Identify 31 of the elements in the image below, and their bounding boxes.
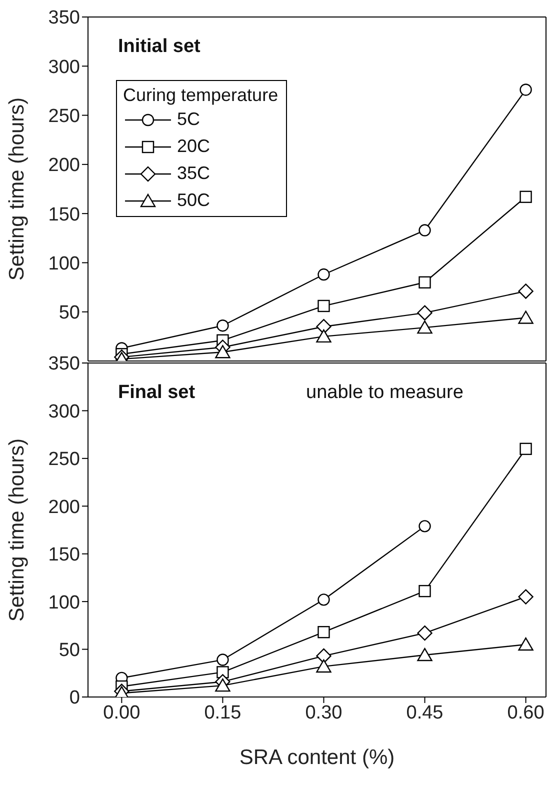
y-tick-label: 150: [48, 204, 80, 226]
legend-label: 5C: [177, 109, 200, 130]
x-axis-title: SRA content (%): [239, 746, 395, 769]
y-tick-label: 200: [48, 155, 80, 176]
x-tick-label: 0.45: [406, 702, 444, 724]
y-tick-label: 50: [58, 640, 80, 662]
y-tick-label: 200: [48, 496, 80, 518]
y-tick-label: 300: [48, 56, 80, 78]
y-tick-label: 150: [48, 544, 80, 566]
text: Final set: [118, 382, 196, 404]
legend-label: 50C: [177, 190, 210, 211]
x-tick-label: 0.15: [204, 702, 242, 724]
legend-label: 20C: [177, 136, 210, 157]
x-tick-label: 0.60: [507, 702, 544, 724]
legend-label: 35C: [177, 163, 210, 184]
x-tick-label: 0.00: [103, 702, 140, 724]
y-tick-label: 100: [48, 253, 80, 274]
text: Initial set: [118, 36, 200, 58]
y-axis-title: Setting time (hours): [5, 97, 28, 281]
x-tick-label: 0.30: [305, 702, 342, 724]
y-tick-label: 0: [69, 688, 80, 709]
y-tick-label: 250: [48, 106, 80, 128]
legend-title: Curing temperature: [123, 85, 278, 106]
y-tick-label: 350: [48, 8, 80, 29]
y-tick-label: 250: [48, 449, 80, 470]
annotation: unable to measure: [306, 382, 464, 404]
y-tick-label: 50: [58, 302, 80, 324]
y-tick-label: 350: [48, 354, 80, 375]
y-axis-title: Setting time (hours): [5, 438, 28, 622]
y-tick-label: 100: [48, 592, 80, 614]
y-tick-label: 300: [48, 401, 80, 422]
